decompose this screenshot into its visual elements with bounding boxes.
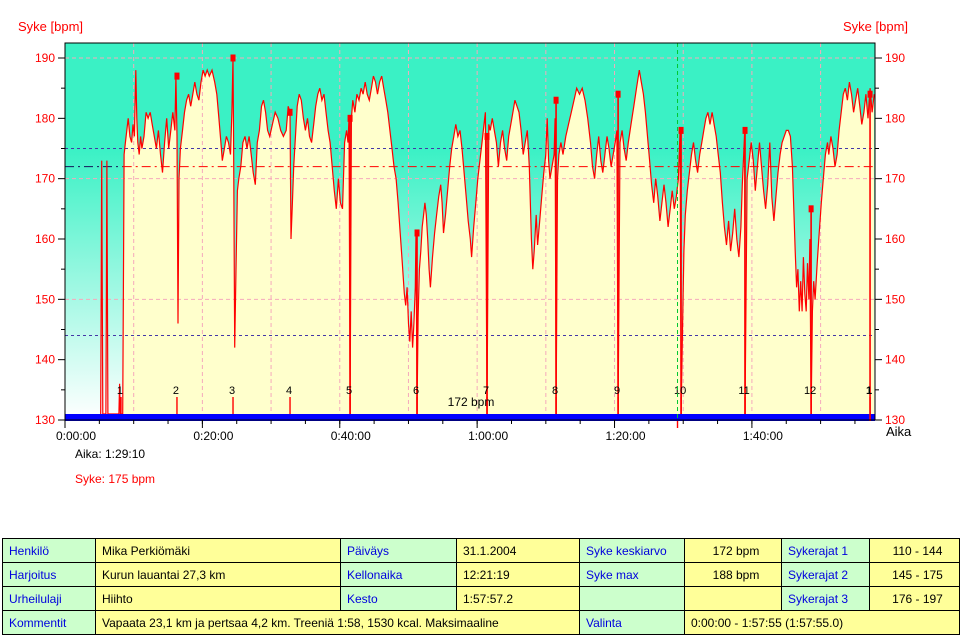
hr-avg-value: 172 bpm <box>684 538 782 563</box>
date-label: Päiväys <box>340 538 457 563</box>
y-axis-tick-label: 130 <box>35 413 55 427</box>
lap-marker-square <box>484 132 490 140</box>
hr-area-fill <box>122 58 875 420</box>
limits2-value: 145 - 175 <box>869 562 960 587</box>
person-label: Henkilö <box>2 538 96 563</box>
plot-frame <box>64 42 876 421</box>
y-axis-tick-label: 140 <box>35 353 55 367</box>
avg-hr-label: 172 bpm <box>448 395 495 409</box>
y-axis-tick-label: 190 <box>885 51 905 65</box>
lap-number: 7 <box>483 385 489 397</box>
hr-avg-label: Syke keskiarvo <box>579 538 685 563</box>
y-axis-tick-label: 150 <box>885 292 905 306</box>
x-axis-tick-label: 1:20:00 <box>606 429 646 443</box>
lap-marker-square <box>174 72 180 80</box>
date-value: 31.1.2004 <box>456 538 580 563</box>
table-row: Urheilulaji Hiihto Kesto 1:57:57.2 Syker… <box>2 586 960 611</box>
selection-label: Valinta <box>579 610 685 635</box>
y-axis-tick-label: 130 <box>885 413 905 427</box>
duration-label: Kesto <box>340 586 457 611</box>
sport-value: Hiihto <box>95 586 341 611</box>
lap-number: 9 <box>614 385 620 397</box>
limits3-value: 176 - 197 <box>869 586 960 611</box>
y-axis-tick-label: 160 <box>35 232 55 246</box>
y-axis-title-left: Syke [bpm] <box>18 19 83 34</box>
summary-table: Henkilö Mika Perkiömäki Päiväys 31.1.200… <box>2 538 960 635</box>
lap-marker-square <box>230 54 236 62</box>
exercise-label: Harjoitus <box>2 562 96 587</box>
table-row: Kommentit Vapaata 23,1 km ja pertsaa 4,2… <box>2 610 960 635</box>
lap-number: 5 <box>346 385 352 397</box>
comments-value: Vapaata 23,1 km ja pertsaa 4,2 km. Treen… <box>95 610 580 635</box>
selection-bar[interactable] <box>65 414 875 421</box>
cursor-hr-readout: Syke: 175 bpm <box>75 472 156 486</box>
x-axis-title: Aika <box>886 424 912 439</box>
duration-value: 1:57:57.2 <box>456 586 580 611</box>
table-row: Harjoitus Kurun lauantai 27,3 km Kellona… <box>2 562 960 587</box>
y-axis-tick-label: 140 <box>885 353 905 367</box>
y-axis-tick-label: 180 <box>885 111 905 125</box>
y-axis-tick-label: 170 <box>885 172 905 186</box>
hr-max-label: Syke max <box>579 562 685 587</box>
lap-marker-square <box>808 205 814 213</box>
lap-number: 1 <box>117 385 123 397</box>
x-axis-tick-label: 1:40:00 <box>743 429 783 443</box>
hr-max-value: 188 bpm <box>684 562 782 587</box>
lap-marker-square <box>742 126 748 134</box>
lap-number: 8 <box>552 385 558 397</box>
limits3-label: Sykerajat 3 <box>781 586 870 611</box>
y-axis-tick-label: 160 <box>885 232 905 246</box>
lap-number: 4 <box>286 385 292 397</box>
lap-number: 11 <box>738 385 749 397</box>
lap-number: 10 <box>674 385 686 397</box>
lap-marker-square <box>867 90 873 98</box>
sport-label: Urheilulaji <box>2 586 96 611</box>
limits1-label: Sykerajat 1 <box>781 538 870 563</box>
lap-marker-square <box>347 114 353 122</box>
lap-marker-square <box>414 229 420 237</box>
x-axis-tick-label: 0:00:00 <box>56 429 96 443</box>
empty-value-cell <box>684 586 782 611</box>
lap-marker-square <box>615 90 621 98</box>
lap-number: 12 <box>804 385 816 397</box>
person-value: Mika Perkiömäki <box>95 538 341 563</box>
cursor-time-readout: Aika: 1:29:10 <box>75 447 146 461</box>
hr-curve <box>100 57 875 415</box>
empty-label-cell <box>579 586 685 611</box>
clock-label: Kellonaika <box>340 562 457 587</box>
comments-label: Kommentit <box>2 610 96 635</box>
x-axis-tick-label: 1:00:00 <box>468 429 508 443</box>
y-axis-tick-label: 190 <box>35 51 55 65</box>
lap-marker-square <box>553 96 559 104</box>
exercise-value: Kurun lauantai 27,3 km <box>95 562 341 587</box>
y-axis-tick-label: 170 <box>35 172 55 186</box>
table-row: Henkilö Mika Perkiömäki Päiväys 31.1.200… <box>2 538 960 563</box>
y-axis-tick-label: 180 <box>35 111 55 125</box>
limits2-label: Sykerajat 2 <box>781 562 870 587</box>
lap-number: 2 <box>173 385 179 397</box>
selection-value: 0:00:00 - 1:57:55 (1:57:55.0) <box>684 610 960 635</box>
x-axis-tick-label: 0:20:00 <box>193 429 233 443</box>
lap-number: 3 <box>229 385 235 397</box>
lap-number: 1 <box>866 385 872 397</box>
y-axis-tick-label: 150 <box>35 292 55 306</box>
clock-value: 12:21:19 <box>456 562 580 587</box>
lap-marker-square <box>678 126 684 134</box>
lap-number: 6 <box>413 385 419 397</box>
x-axis-tick-label: 0:40:00 <box>331 429 371 443</box>
y-axis-title-right: Syke [bpm] <box>843 19 908 34</box>
lap-marker-square <box>287 108 293 116</box>
limits1-value: 110 - 144 <box>869 538 960 563</box>
